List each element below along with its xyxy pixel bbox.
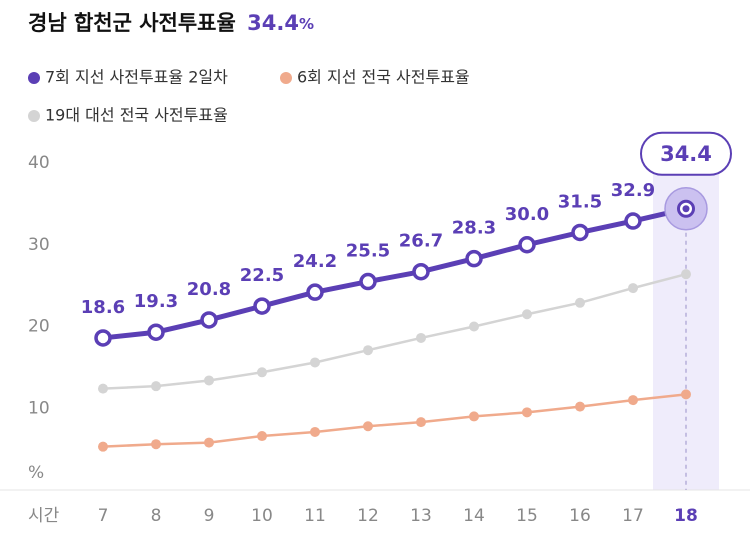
point [681, 389, 691, 400]
point [310, 357, 320, 368]
point [151, 439, 161, 450]
point [359, 272, 377, 291]
x-tick-label: 15 [516, 506, 538, 526]
data-label: 20.8 [187, 279, 231, 300]
point [416, 332, 426, 343]
point [257, 431, 267, 442]
data-label: 19.3 [134, 291, 178, 312]
legend-marker [28, 110, 40, 122]
x-tick-label: 11 [304, 506, 326, 526]
point [628, 283, 638, 294]
point [522, 309, 532, 320]
point [518, 236, 536, 254]
x-tick-label: 14 [463, 506, 485, 526]
x-tick-label: 8 [151, 506, 162, 526]
x-tick-label: 16 [569, 506, 591, 526]
legend-label: 6회 지선 전국 사전투표율 [297, 68, 470, 87]
data-label: 28.3 [452, 218, 496, 239]
chart-title: 경남 합천군 사전투표율 34.4% [28, 11, 314, 35]
legend-label: 19대 대선 전국 사전투표율 [45, 106, 228, 125]
point [469, 411, 479, 422]
title-value: 34.4 [247, 11, 299, 35]
data-label: 31.5 [558, 191, 602, 212]
title-unit: % [299, 15, 314, 33]
point [469, 321, 479, 332]
x-tick-label: 12 [357, 506, 379, 526]
x-tick-label: 9 [204, 506, 215, 526]
y-tick-label: 20 [28, 317, 50, 337]
callout-box [640, 131, 732, 176]
point [575, 297, 585, 308]
point [306, 283, 324, 301]
legend-marker [28, 72, 40, 84]
series-line [102, 272, 687, 390]
y-unit: % [28, 463, 44, 483]
x-axis-label: 시간 [28, 506, 60, 526]
point [363, 345, 373, 356]
x-tick-label: 13 [410, 506, 432, 526]
data-label: 22.5 [240, 265, 284, 286]
point [628, 395, 638, 406]
x-tick-label: 7 [98, 506, 109, 526]
data-label: 30.0 [505, 204, 549, 225]
series-line [102, 206, 687, 341]
point [465, 249, 483, 268]
data-label: 24.2 [293, 251, 337, 272]
x-tick-label: 18 [674, 506, 698, 526]
title-text: 경남 합천군 사전투표율 [28, 11, 236, 35]
x-tick-label: 10 [251, 506, 273, 526]
legend-marker [280, 72, 292, 84]
point [310, 426, 320, 437]
data-label: 25.5 [346, 241, 390, 262]
data-label: 18.6 [81, 297, 125, 318]
point-core [682, 205, 690, 213]
point [94, 329, 112, 347]
point [204, 375, 214, 386]
point [151, 381, 161, 392]
point [204, 437, 214, 448]
y-tick-label: 40 [28, 153, 50, 173]
point [681, 269, 691, 280]
point [416, 417, 426, 428]
point [363, 421, 373, 432]
x-tick-label: 17 [622, 506, 644, 526]
point [98, 441, 108, 452]
point [253, 297, 271, 315]
series-line [102, 393, 687, 448]
point [522, 407, 532, 418]
legend-label: 7회 지선 사전투표율 2일차 [45, 68, 228, 87]
point [257, 367, 267, 378]
y-tick-label: 10 [28, 398, 50, 418]
point [147, 323, 165, 341]
point [571, 223, 589, 242]
data-label: 32.9 [611, 180, 655, 201]
data-label: 26.7 [399, 231, 443, 252]
callout-label: 34.4 [660, 142, 712, 166]
y-tick-label: 30 [28, 235, 50, 255]
point [200, 311, 218, 329]
point [624, 212, 642, 230]
point [98, 383, 108, 394]
point [575, 401, 585, 412]
point [412, 262, 430, 281]
